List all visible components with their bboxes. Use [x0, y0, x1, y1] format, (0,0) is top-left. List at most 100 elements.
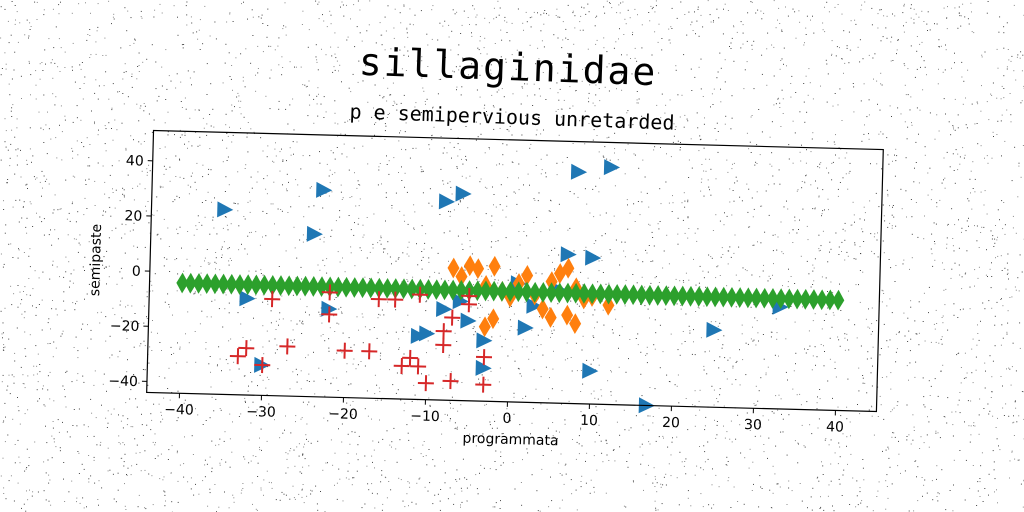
data-point-series-2 — [209, 273, 222, 295]
data-point-series-3 — [435, 323, 452, 340]
data-point-series-2 — [750, 287, 763, 309]
data-point-series-2 — [660, 285, 673, 307]
data-point-series-2 — [619, 284, 632, 305]
data-point-series-2 — [610, 283, 623, 305]
data-point-series-2 — [389, 278, 402, 299]
data-point-series-2 — [717, 286, 730, 308]
data-point-series-2 — [578, 283, 591, 304]
data-point-series-2 — [758, 287, 771, 309]
data-point-series-0 — [585, 249, 602, 266]
data-point-series-0 — [455, 185, 472, 202]
data-point-series-2 — [241, 274, 254, 296]
data-point-series-1 — [561, 304, 574, 326]
data-point-series-2 — [184, 272, 197, 294]
data-point-series-2 — [602, 283, 615, 305]
data-point-series-3 — [411, 286, 429, 303]
data-point-series-2 — [340, 276, 353, 298]
data-point-series-2 — [676, 285, 689, 307]
data-point-series-2 — [569, 282, 582, 304]
x-tick-label: 10 — [580, 413, 598, 429]
data-point-series-2 — [824, 289, 837, 311]
data-point-series-3 — [361, 343, 378, 360]
data-point-series-2 — [299, 275, 312, 297]
data-point-series-3 — [321, 284, 338, 301]
data-point-series-2 — [635, 284, 648, 306]
data-point-series-0 — [603, 159, 621, 176]
data-point-series-2 — [684, 285, 697, 307]
x-tick-label: 40 — [826, 419, 844, 435]
data-point-series-3 — [279, 338, 296, 355]
data-point-series-0 — [475, 359, 492, 376]
x-tick-label: 20 — [662, 415, 680, 431]
data-point-series-3 — [410, 358, 427, 375]
data-point-series-1 — [569, 313, 582, 335]
data-point-series-2 — [832, 289, 845, 311]
data-point-series-0 — [476, 332, 493, 349]
data-point-series-3 — [444, 309, 461, 326]
data-point-series-3 — [461, 287, 478, 305]
data-point-series-3 — [417, 375, 434, 392]
data-point-series-1 — [472, 258, 485, 280]
x-tick-label: −40 — [164, 402, 194, 419]
data-point-series-2 — [258, 274, 271, 296]
data-point-series-2 — [627, 284, 640, 306]
data-point-series-2 — [520, 281, 533, 303]
data-point-series-1 — [488, 255, 501, 277]
data-point-series-2 — [668, 285, 681, 307]
data-point-series-3 — [336, 342, 353, 359]
data-point-series-2 — [692, 286, 705, 307]
data-point-series-2 — [742, 287, 755, 309]
data-point-series-1 — [447, 257, 460, 279]
x-tick-label: 0 — [502, 411, 511, 427]
x-tick-label: −10 — [410, 408, 440, 425]
data-point-series-2 — [217, 273, 230, 295]
data-point-series-1 — [544, 307, 557, 328]
chart-title: sillaginidae — [358, 40, 658, 94]
data-point-series-0 — [706, 321, 723, 338]
y-tick-label: 20 — [124, 208, 142, 224]
data-point-series-2 — [799, 288, 812, 310]
data-point-series-2 — [176, 272, 189, 294]
x-axis-label: programmata — [462, 431, 558, 450]
data-point-series-2 — [446, 279, 459, 301]
data-point-series-2 — [381, 277, 394, 299]
data-point-series-1 — [521, 265, 534, 286]
data-point-series-2 — [192, 273, 205, 294]
data-point-series-0 — [410, 327, 427, 344]
data-point-series-2 — [643, 284, 656, 306]
plot-frame — [146, 129, 884, 413]
data-point-series-2 — [373, 277, 386, 299]
data-point-series-0 — [438, 193, 456, 210]
data-point-series-2 — [315, 276, 328, 298]
data-point-series-2 — [774, 288, 787, 310]
data-point-series-1 — [602, 294, 615, 316]
data-point-series-3 — [435, 336, 452, 354]
data-point-series-2 — [348, 277, 361, 298]
data-point-series-1 — [545, 271, 558, 293]
data-point-series-2 — [274, 275, 287, 296]
x-tick-label: −30 — [246, 404, 276, 421]
data-point-series-3 — [402, 349, 419, 366]
data-point-series-2 — [479, 280, 492, 302]
data-point-series-2 — [200, 273, 213, 295]
data-point-series-0 — [560, 246, 577, 263]
data-point-series-2 — [266, 274, 279, 296]
data-point-series-2 — [455, 279, 468, 301]
data-point-series-0 — [316, 181, 333, 198]
data-point-series-2 — [397, 278, 410, 300]
data-point-series-2 — [430, 279, 443, 301]
data-point-series-0 — [452, 293, 469, 310]
data-point-series-2 — [701, 286, 714, 308]
plot-area: −40 −30 −20 −10 0 10 20 30 40 −40 −20 0 20 40 progra… — [87, 129, 884, 450]
data-point-series-3 — [370, 291, 387, 308]
data-point-series-2 — [504, 281, 517, 302]
data-point-series-3 — [393, 357, 410, 374]
data-point-series-0 — [306, 225, 323, 242]
data-point-series-1 — [562, 257, 575, 279]
data-point-series-2 — [356, 277, 369, 299]
data-point-series-3 — [387, 291, 404, 308]
chart-subtitle: p e semipervious unretarded — [349, 99, 675, 134]
data-point-series-2 — [364, 277, 377, 299]
